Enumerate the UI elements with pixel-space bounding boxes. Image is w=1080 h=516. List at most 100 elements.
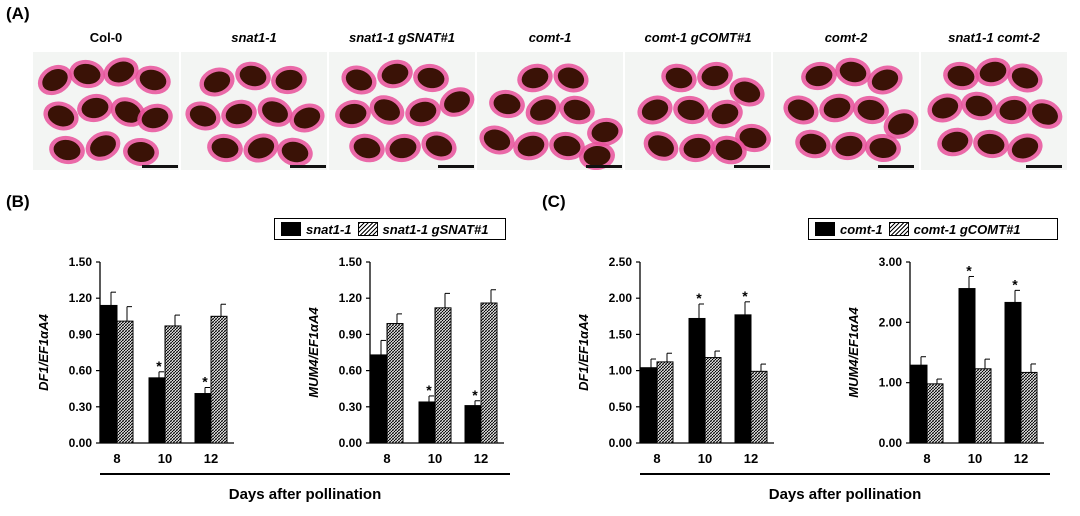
legend-b: snat1-1 snat1-1 gSNAT#1	[274, 218, 506, 240]
seed	[413, 63, 449, 93]
seed-label-comt-1-gcomt: comt-1 gCOMT#1	[644, 30, 752, 45]
panel-label-b: (B)	[6, 192, 30, 211]
seed	[729, 77, 765, 107]
bar-hatched	[1020, 371, 1038, 444]
y-tick-label: 1.50	[69, 255, 93, 269]
seed	[679, 133, 715, 163]
scale-bar	[290, 165, 326, 168]
seed-image-comt-1-gcomt	[625, 52, 771, 170]
legend-swatch-solid	[281, 222, 301, 236]
y-tick-label: 1.20	[69, 291, 93, 305]
legend-label: comt-1	[840, 221, 883, 237]
panel-label-a: (A)	[6, 4, 30, 23]
x-tick-label: 12	[1014, 451, 1028, 466]
scale-bar	[142, 165, 178, 168]
legend-swatch-solid	[815, 222, 835, 236]
bar-solid	[148, 377, 166, 444]
bar-hatched	[750, 370, 768, 444]
legend-swatch-hatched	[357, 222, 378, 236]
seed	[479, 125, 515, 155]
y-tick-label: 0.00	[69, 436, 93, 450]
y-tick-label: 0.00	[339, 436, 363, 450]
seed	[207, 133, 243, 163]
y-tick-label: 1.50	[609, 327, 633, 341]
seed	[587, 117, 623, 147]
y-tick-label: 0.90	[69, 327, 93, 341]
y-tick-label: 2.00	[879, 315, 903, 329]
x-tick-label: 10	[428, 451, 442, 466]
seed	[865, 133, 901, 163]
seed	[579, 141, 615, 170]
chart-c-mum4: 0.00 1.00 2.00 3.00 MUM4/EF1αA4 8 * 10 * 12	[846, 255, 1044, 466]
y-axis-label: MUM4/EF1αA4	[846, 307, 861, 398]
significance-star: *	[696, 290, 702, 306]
y-tick-label: 0.00	[879, 436, 903, 450]
seed	[937, 127, 973, 157]
x-tick-label: 12	[744, 451, 758, 466]
seed	[1007, 63, 1043, 93]
y-axis-label: DF1/EF1αA4	[36, 313, 51, 390]
seed	[795, 129, 831, 159]
seed-label-col0: Col-0	[89, 30, 123, 45]
x-tick-label: 10	[698, 451, 712, 466]
x-tick-label: 10	[158, 451, 172, 466]
seed	[421, 131, 457, 161]
seed	[867, 65, 903, 95]
seed	[525, 95, 561, 125]
seed	[243, 133, 279, 163]
x-tick-label: 8	[113, 451, 120, 466]
bar-hatched	[434, 307, 452, 444]
y-tick-label: 1.50	[339, 255, 363, 269]
x-axis-title-c: Days after pollination	[768, 486, 922, 503]
seed	[439, 87, 475, 117]
seed	[341, 65, 377, 95]
significance-star: *	[202, 373, 208, 389]
significance-star: *	[1012, 276, 1018, 292]
scale-bar	[878, 165, 914, 168]
seed	[883, 109, 919, 139]
seed-label-comt-1: comt-1	[528, 30, 572, 45]
bar-solid	[958, 288, 976, 444]
seed	[661, 63, 697, 93]
x-axis-title-b: Days after pollination	[228, 486, 382, 503]
seed	[349, 133, 385, 163]
y-tick-label: 1.20	[339, 291, 363, 305]
bar-solid	[100, 304, 118, 444]
seed-label-snat1-1: snat1-1	[231, 30, 277, 45]
seed	[49, 135, 85, 165]
significance-star: *	[742, 288, 748, 304]
bar-hatched	[164, 325, 182, 444]
seed	[335, 99, 371, 129]
seed	[513, 131, 549, 161]
seed-image-comt-1	[477, 52, 623, 170]
seed	[277, 137, 313, 167]
scale-bar	[734, 165, 770, 168]
panel-label-c: (C)	[542, 192, 566, 211]
y-tick-label: 0.30	[69, 400, 93, 414]
seed	[783, 95, 819, 125]
y-axis-label: MUM4/EF1αA4	[306, 307, 321, 398]
bar-solid	[1004, 301, 1022, 444]
y-tick-label: 0.60	[69, 364, 93, 378]
seed-label-snat1-1-comt-2: snat1-1 comt-2	[948, 30, 1040, 45]
seed	[549, 131, 585, 161]
scale-bar	[586, 165, 622, 168]
bar-hatched	[386, 323, 404, 444]
scale-bar	[438, 165, 474, 168]
bar-hatched	[116, 320, 134, 444]
x-tick-label: 8	[383, 451, 390, 466]
chart-b-mum4: 0.00 0.30 0.60 0.90 1.20 1.50 MUM4/EF1αA4 8 * 10 *…	[306, 255, 504, 466]
bar-solid	[688, 317, 706, 444]
y-tick-label: 2.50	[609, 255, 633, 269]
seed	[489, 89, 525, 119]
legend-label: snat1-1 gSNAT#1	[382, 221, 489, 237]
significance-star: *	[156, 358, 162, 374]
seed	[235, 61, 271, 91]
seed	[257, 97, 293, 127]
bar-hatched	[926, 383, 944, 444]
significance-star: *	[426, 382, 432, 398]
significance-star: *	[966, 262, 972, 278]
seed	[221, 99, 257, 129]
seed	[123, 137, 159, 167]
bar-solid	[370, 354, 388, 444]
